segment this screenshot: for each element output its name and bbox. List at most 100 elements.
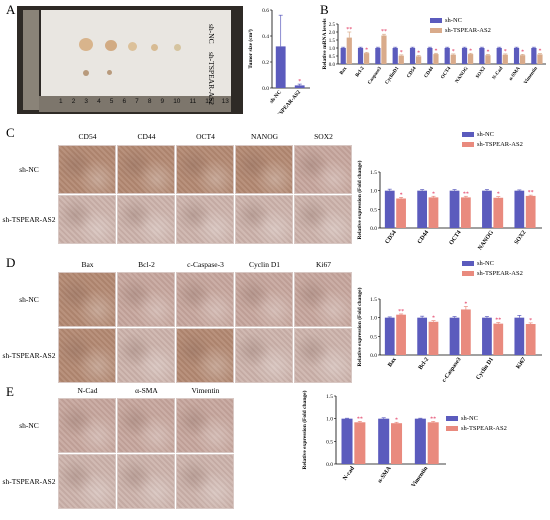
significance-marker: ** bbox=[381, 29, 387, 35]
tumor bbox=[83, 70, 89, 76]
legend-swatch bbox=[446, 416, 458, 421]
ruler-number: 6 bbox=[122, 98, 127, 105]
ihc-column-header: Vimentin bbox=[191, 386, 220, 395]
photo-paper bbox=[41, 10, 231, 96]
category-label: Bax bbox=[387, 357, 398, 369]
ruler-horizontal bbox=[39, 96, 231, 112]
tumor-photo: 1 2 3 4 5 6 7 8 9 10 11 12 13 bbox=[17, 6, 243, 114]
bar bbox=[417, 190, 428, 228]
category-label: SOX2 bbox=[514, 230, 528, 246]
bar bbox=[417, 317, 428, 355]
y-tick-label: 0.4 bbox=[262, 34, 269, 40]
ihc-row-label: sh-NC bbox=[19, 421, 39, 430]
y-tick-label: 1.0 bbox=[370, 316, 377, 322]
ihc-micrograph bbox=[117, 195, 175, 244]
ihc-chart-c: 0.0 0.5 1.0 1.5 Relative expression (Fold ch… bbox=[356, 131, 542, 251]
legend-swatch bbox=[462, 261, 474, 266]
ihc-column-header: SOX2 bbox=[314, 132, 333, 141]
significance-marker: * bbox=[400, 50, 403, 56]
ihc-column-header: NANOG bbox=[250, 132, 279, 141]
bar bbox=[531, 48, 537, 64]
category-label: Cyclin D1 bbox=[475, 357, 495, 381]
tumor bbox=[79, 38, 93, 51]
significance-marker: * bbox=[538, 49, 541, 55]
significance-marker: * bbox=[395, 417, 398, 423]
ruler-number: 10 bbox=[173, 98, 181, 105]
ihc-micrograph bbox=[117, 328, 175, 383]
significance-marker: * bbox=[298, 79, 301, 85]
legend-swatch bbox=[462, 132, 474, 137]
photo-row-label-nc: sh-NC bbox=[207, 24, 216, 44]
significance-marker: * bbox=[434, 48, 437, 54]
ruler-vertical bbox=[23, 10, 39, 110]
y-tick-label: 0.5 bbox=[326, 439, 333, 445]
y-axis-label: Tumor size (cm³) bbox=[247, 29, 254, 69]
ihc-micrograph bbox=[176, 398, 234, 453]
significance-marker: * bbox=[529, 318, 532, 324]
legend-swatch bbox=[462, 142, 474, 147]
y-tick-label: 0.0 bbox=[329, 63, 336, 68]
y-tick-label: 1.0 bbox=[329, 47, 336, 52]
bar bbox=[433, 54, 439, 64]
ihc-micrograph bbox=[176, 328, 234, 383]
category-label: Bcl-2 bbox=[418, 357, 431, 371]
bar bbox=[346, 37, 352, 64]
ihc-row-label: sh-NC bbox=[19, 165, 39, 174]
bar bbox=[520, 55, 526, 64]
y-axis-label: Relative expression (Fold change) bbox=[356, 160, 363, 239]
bar bbox=[449, 317, 460, 355]
ihc-micrograph bbox=[176, 454, 234, 509]
category-label: Ki67 bbox=[515, 357, 527, 371]
panel-label-b: B bbox=[320, 2, 329, 17]
ihc-micrograph bbox=[294, 328, 352, 383]
category-label: N-cad bbox=[342, 465, 356, 482]
bar bbox=[357, 48, 364, 64]
category-label: CD54 bbox=[385, 230, 398, 245]
y-axis-label: Relative expression (Fold change) bbox=[301, 390, 308, 469]
significance-marker: * bbox=[497, 192, 500, 198]
y-tick-label: 0.6 bbox=[262, 8, 269, 14]
ihc-micrograph bbox=[58, 145, 116, 194]
ruler-number: 7 bbox=[135, 98, 139, 105]
tumor bbox=[105, 40, 117, 51]
bar bbox=[482, 190, 492, 228]
legend-swatch bbox=[430, 18, 442, 23]
legend-label: sh-NC bbox=[461, 415, 478, 422]
ihc-micrograph bbox=[294, 195, 352, 244]
bar bbox=[427, 48, 433, 64]
ruler-number: 12 bbox=[205, 98, 213, 105]
tumor bbox=[107, 70, 112, 75]
panel-label-a: A bbox=[6, 2, 16, 17]
legend-label: sh-NC bbox=[477, 131, 494, 138]
legend-swatch bbox=[430, 28, 442, 33]
ihc-micrograph bbox=[58, 454, 116, 509]
ihc-row-label: sh-TSPEAR-AS2 bbox=[2, 215, 56, 224]
category-label: Bcl-2 bbox=[355, 66, 366, 78]
significance-marker: ** bbox=[398, 309, 404, 315]
bar bbox=[392, 48, 398, 64]
ihc-chart-d: 0.0 0.5 1.0 1.5 Relative expression (Fold ch… bbox=[356, 260, 542, 384]
y-tick-label: 0.0 bbox=[370, 353, 377, 359]
ruler-number: 2 bbox=[71, 98, 76, 105]
bar bbox=[428, 321, 439, 355]
ihc-micrograph bbox=[235, 145, 293, 194]
bar bbox=[513, 48, 520, 64]
ihc-column-header: Cyclin D1 bbox=[248, 260, 281, 269]
panel-label-e: E bbox=[6, 384, 14, 399]
ihc-micrograph bbox=[58, 195, 116, 244]
significance-marker: * bbox=[400, 192, 403, 198]
category-label: Caspase3 bbox=[367, 66, 383, 86]
tumor bbox=[151, 44, 158, 51]
bar bbox=[391, 423, 403, 464]
category-label: CD44 bbox=[424, 66, 435, 79]
bar bbox=[485, 55, 491, 64]
significance-marker: ** bbox=[463, 191, 469, 197]
ruler-number: 1 bbox=[59, 98, 63, 105]
y-axis-label: Relative mRNA levels bbox=[322, 18, 328, 69]
y-tick-label: 0.0 bbox=[326, 462, 333, 468]
legend-swatch bbox=[446, 426, 458, 431]
bar bbox=[354, 422, 366, 464]
significance-marker: ** bbox=[495, 318, 501, 324]
ruler-number: 8 bbox=[147, 98, 152, 105]
